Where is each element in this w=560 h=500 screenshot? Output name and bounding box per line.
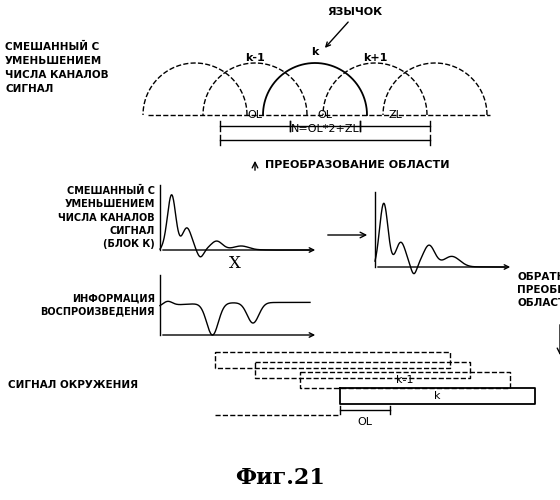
Text: k: k [311,47,319,57]
Text: СМЕШАННЫЙ С
УМЕНЬШЕНИЕМ
ЧИСЛА КАНАЛОВ
СИГНАЛ
(БЛОК К): СМЕШАННЫЙ С УМЕНЬШЕНИЕМ ЧИСЛА КАНАЛОВ СИ… [58,186,155,249]
Text: ПРЕОБРАЗОВАНИЕ ОБЛАСТИ: ПРЕОБРАЗОВАНИЕ ОБЛАСТИ [265,160,450,170]
Text: OL: OL [318,110,333,120]
Text: ЯЗЫЧОК: ЯЗЫЧОК [328,7,382,17]
Text: ИНФОРМАЦИЯ
ВОСПРОИЗВЕДЕНИЯ: ИНФОРМАЦИЯ ВОСПРОИЗВЕДЕНИЯ [40,294,155,316]
Text: ОБРАТНОЕ
ПРЕОБРАЗОВАНИЕ
ОБЛАСТИ: ОБРАТНОЕ ПРЕОБРАЗОВАНИЕ ОБЛАСТИ [517,272,560,308]
Text: ZL: ZL [388,110,402,120]
Text: k-1: k-1 [396,375,414,385]
Text: N=OL*2+ZL: N=OL*2+ZL [291,124,360,134]
Text: СМЕШАННЫЙ С
УМЕНЬШЕНИЕМ
ЧИСЛА КАНАЛОВ
СИГНАЛ: СМЕШАННЫЙ С УМЕНЬШЕНИЕМ ЧИСЛА КАНАЛОВ СИ… [5,42,109,94]
Text: СИГНАЛ ОКРУЖЕНИЯ: СИГНАЛ ОКРУЖЕНИЯ [8,380,138,390]
Text: Фиг.21: Фиг.21 [235,467,325,489]
Text: k-1: k-1 [245,53,265,63]
Text: OL: OL [248,110,263,120]
Text: OL: OL [357,417,372,427]
Text: k+1: k+1 [363,53,387,63]
Text: X: X [229,254,241,272]
Text: k: k [434,391,440,401]
